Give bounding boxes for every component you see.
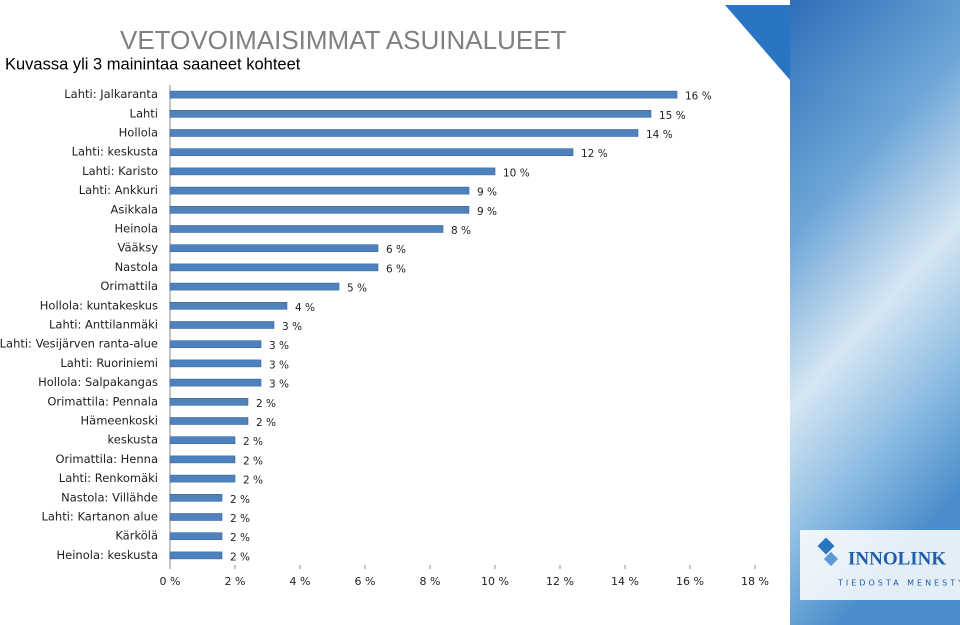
y-tick-label: Hämeenkoski bbox=[81, 414, 158, 428]
bar bbox=[169, 474, 236, 483]
value-label: 3 % bbox=[282, 321, 302, 333]
value-label: 2 % bbox=[230, 494, 250, 506]
bar bbox=[169, 532, 223, 541]
y-tick-label: Nastola bbox=[115, 260, 158, 274]
value-label: 2 % bbox=[256, 417, 276, 429]
value-label: 4 % bbox=[295, 302, 315, 314]
y-tick-label: Lahti: Ruoriniemi bbox=[60, 356, 158, 370]
value-label: 9 % bbox=[477, 206, 497, 218]
x-tick-label: 10 % bbox=[481, 575, 509, 588]
y-tick-label: Orimattila bbox=[100, 279, 158, 293]
bar bbox=[169, 129, 639, 137]
y-tick-label: Lahti: Anttilanmäki bbox=[49, 318, 158, 332]
y-tick-label: Lahti: Ankkuri bbox=[79, 183, 158, 197]
bar bbox=[169, 513, 223, 521]
value-label: 14 % bbox=[646, 129, 673, 141]
value-label: 2 % bbox=[230, 551, 250, 563]
y-tick-label: Lahti: Jalkaranta bbox=[64, 87, 158, 101]
sky-image bbox=[790, 0, 960, 625]
bar bbox=[169, 359, 262, 368]
bar bbox=[169, 206, 470, 214]
logo-mark bbox=[817, 537, 839, 567]
value-label: 2 % bbox=[256, 398, 276, 410]
chart-title: VETOVOIMAISIMMAT ASUINALUEET bbox=[120, 25, 567, 55]
corner-band bbox=[725, 5, 790, 80]
bar bbox=[169, 493, 223, 502]
bar bbox=[169, 167, 496, 176]
x-tick-label: 16 % bbox=[676, 575, 704, 588]
value-label: 10 % bbox=[503, 167, 530, 179]
y-tick-label: keskusta bbox=[108, 433, 158, 447]
bar bbox=[169, 244, 379, 252]
bar bbox=[169, 282, 340, 291]
y-tick-label: Lahti bbox=[130, 106, 158, 120]
value-label: 15 % bbox=[659, 110, 686, 122]
y-tick-label: Lahti: Renkomäki bbox=[59, 471, 158, 485]
x-tick-label: 14 % bbox=[611, 575, 639, 588]
logo-tagline: TIEDOSTA MENESTYS bbox=[837, 579, 960, 588]
x-tick-label: 2 % bbox=[225, 575, 246, 588]
value-label: 3 % bbox=[269, 359, 289, 371]
y-tick-label: Lahti: keskusta bbox=[72, 145, 158, 159]
bar bbox=[169, 455, 236, 464]
bar bbox=[169, 321, 275, 329]
y-tick-label: Orimattila: Pennala bbox=[47, 394, 158, 408]
bar bbox=[169, 378, 262, 387]
value-label: 2 % bbox=[230, 513, 250, 525]
value-label: 2 % bbox=[243, 455, 263, 467]
value-label: 8 % bbox=[451, 225, 471, 237]
bar bbox=[169, 186, 470, 195]
bar bbox=[169, 263, 379, 272]
y-tick-label: Vääksy bbox=[117, 241, 158, 255]
bar bbox=[169, 397, 249, 406]
bar bbox=[169, 340, 262, 349]
value-label: 5 % bbox=[347, 283, 367, 295]
value-label: 2 % bbox=[243, 475, 263, 487]
y-tick-label: Hollola: kuntakeskus bbox=[40, 298, 158, 312]
x-tick-label: 12 % bbox=[546, 575, 574, 588]
bar bbox=[169, 110, 652, 118]
bar bbox=[169, 551, 223, 560]
bar bbox=[169, 436, 236, 445]
y-tick-label: Lahti: Karisto bbox=[82, 164, 158, 178]
x-tick-label: 18 % bbox=[741, 575, 769, 588]
bar bbox=[169, 301, 288, 310]
value-label: 6 % bbox=[386, 244, 406, 256]
y-tick-label: Lahti: Vesijärven ranta-alue bbox=[0, 337, 158, 351]
y-tick-label: Heinola: keskusta bbox=[57, 548, 158, 562]
bar bbox=[169, 225, 444, 233]
x-tick-label: 8 % bbox=[420, 575, 441, 588]
y-tick-label: Kärkölä bbox=[115, 529, 158, 543]
y-tick-label: Orimattila: Henna bbox=[55, 452, 158, 466]
plot: 0 % 2 % 4 % 6 % 8 % 10 % 12 % 14 % 16 % 18 % Lahti… bbox=[0, 85, 769, 588]
y-tick-label: Nastola: Villähde bbox=[61, 490, 158, 504]
value-label: 2 % bbox=[230, 532, 250, 544]
value-label: 16 % bbox=[685, 91, 712, 103]
chart-subtitle: Kuvassa yli 3 mainintaa saaneet kohteet bbox=[5, 55, 301, 73]
x-tick-label: 6 % bbox=[355, 575, 376, 588]
y-tick-label: Heinola bbox=[115, 222, 158, 236]
x-tick-label: 4 % bbox=[290, 575, 311, 588]
y-tick-label: Lahti: Kartanon alue bbox=[41, 510, 158, 524]
logo-name: INNOLINK bbox=[848, 548, 946, 569]
y-tick-label: Hollola bbox=[119, 126, 158, 140]
value-label: 3 % bbox=[269, 379, 289, 391]
bar bbox=[169, 148, 574, 156]
bar bbox=[169, 90, 678, 99]
value-label: 3 % bbox=[269, 340, 289, 352]
bar bbox=[169, 417, 249, 425]
y-tick-label: Hollola: Salpakangas bbox=[38, 375, 158, 389]
value-label: 12 % bbox=[581, 148, 608, 160]
value-label: 2 % bbox=[243, 436, 263, 448]
value-label: 9 % bbox=[477, 187, 497, 199]
y-tick-label: Asikkala bbox=[111, 202, 158, 216]
x-tick-label: 0 % bbox=[160, 575, 181, 588]
value-label: 6 % bbox=[386, 263, 406, 275]
